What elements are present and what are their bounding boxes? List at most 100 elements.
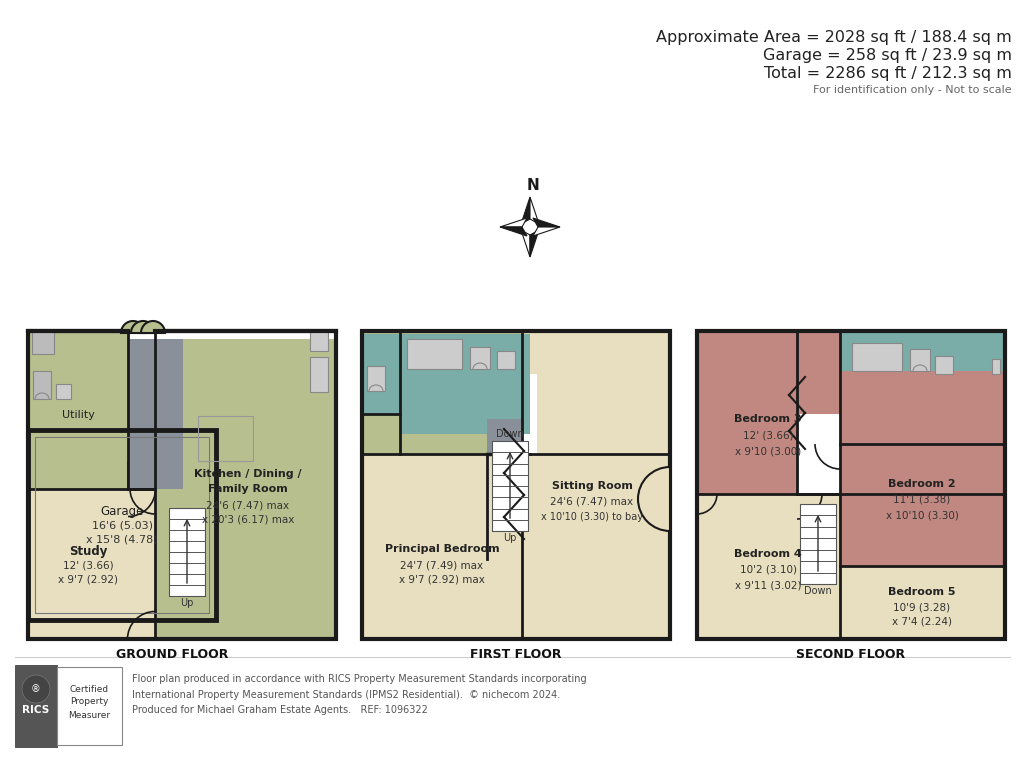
Bar: [35, 437, 209, 613]
Bar: [852, 343, 902, 371]
Bar: [57, 667, 122, 745]
Text: x 9'10 (3.00): x 9'10 (3.00): [735, 446, 801, 456]
Bar: [800, 504, 836, 584]
Bar: [28, 331, 336, 639]
Bar: [400, 334, 530, 434]
Text: Kitchen / Dining /: Kitchen / Dining /: [195, 469, 302, 479]
Text: Total = 2286 sq ft / 212.3 sq m: Total = 2286 sq ft / 212.3 sq m: [764, 66, 1012, 81]
Text: 11'1 (3.38): 11'1 (3.38): [893, 495, 950, 505]
Bar: [28, 331, 128, 489]
Text: x 20'3 (6.17) max: x 20'3 (6.17) max: [202, 515, 294, 525]
Text: Produced for Michael Graham Estate Agents.   REF: 1096322: Produced for Michael Graham Estate Agent…: [132, 705, 428, 715]
Text: Bedroom 2: Bedroom 2: [888, 479, 955, 489]
Bar: [840, 566, 1005, 639]
Text: x 10'10 (3.30): x 10'10 (3.30): [886, 510, 958, 520]
Polygon shape: [500, 227, 527, 236]
Circle shape: [22, 675, 50, 703]
Bar: [56, 384, 71, 399]
Bar: [128, 339, 183, 489]
Polygon shape: [500, 218, 527, 227]
Text: 24'7 (7.49) max: 24'7 (7.49) max: [400, 560, 483, 570]
Text: ®: ®: [31, 684, 41, 694]
Bar: [935, 356, 953, 374]
Bar: [797, 414, 840, 494]
Text: x 7'4 (2.24): x 7'4 (2.24): [892, 617, 952, 627]
Bar: [487, 374, 537, 454]
Text: Bedroom 5: Bedroom 5: [888, 587, 955, 597]
Wedge shape: [131, 321, 155, 333]
Polygon shape: [530, 230, 539, 257]
Text: Family Room: Family Room: [208, 484, 288, 494]
Text: Down: Down: [804, 586, 831, 596]
Bar: [492, 441, 528, 531]
Text: Property: Property: [70, 697, 109, 706]
Bar: [840, 371, 1005, 566]
Bar: [840, 331, 1005, 444]
Bar: [697, 331, 840, 494]
Text: Principal Bedroom: Principal Bedroom: [385, 544, 500, 554]
Text: For identification only - Not to scale: For identification only - Not to scale: [813, 85, 1012, 95]
Bar: [310, 357, 328, 392]
Bar: [198, 416, 253, 461]
Text: RICS: RICS: [23, 705, 49, 715]
Polygon shape: [534, 218, 560, 227]
Bar: [992, 359, 1000, 374]
Bar: [33, 371, 51, 399]
Bar: [697, 494, 840, 639]
Text: Utility: Utility: [61, 410, 94, 420]
Polygon shape: [534, 227, 560, 236]
Text: 24'6 (7.47) max: 24'6 (7.47) max: [551, 497, 634, 507]
Text: x 9'11 (3.02): x 9'11 (3.02): [735, 580, 801, 590]
Text: Up: Up: [504, 533, 517, 543]
Text: Down: Down: [496, 429, 524, 439]
Text: Study: Study: [69, 544, 108, 557]
Bar: [28, 430, 216, 620]
Text: N: N: [526, 178, 540, 193]
Bar: [32, 332, 54, 354]
Bar: [362, 331, 670, 639]
Text: Up: Up: [180, 598, 194, 608]
Text: Bedroom 3: Bedroom 3: [734, 414, 802, 424]
Text: International Property Measurement Standards (IPMS2 Residential).  © nichecom 20: International Property Measurement Stand…: [132, 690, 560, 700]
Bar: [28, 489, 155, 639]
Text: x 10'10 (3.30) to bay: x 10'10 (3.30) to bay: [541, 512, 643, 522]
Polygon shape: [521, 230, 530, 257]
Bar: [522, 331, 670, 559]
Bar: [28, 430, 216, 620]
Bar: [310, 331, 328, 351]
Bar: [155, 339, 336, 639]
Wedge shape: [121, 321, 145, 333]
Bar: [910, 349, 930, 371]
Text: Measurer: Measurer: [68, 711, 110, 719]
Text: SECOND FLOOR: SECOND FLOOR: [797, 649, 905, 662]
Text: 12' (3.66): 12' (3.66): [62, 561, 114, 571]
Text: Floor plan produced in accordance with RICS Property Measurement Standards incor: Floor plan produced in accordance with R…: [132, 674, 587, 684]
Bar: [697, 331, 1005, 639]
Text: 24'6 (7.47) max: 24'6 (7.47) max: [207, 500, 290, 510]
Wedge shape: [638, 467, 670, 531]
Polygon shape: [521, 197, 530, 224]
Text: 16'6 (5.03): 16'6 (5.03): [91, 520, 153, 530]
Text: Sitting Room: Sitting Room: [552, 481, 633, 491]
Bar: [407, 339, 462, 369]
Bar: [367, 366, 385, 391]
Bar: [169, 508, 205, 596]
Text: 10'9 (3.28): 10'9 (3.28): [893, 602, 950, 612]
Polygon shape: [530, 197, 539, 224]
Bar: [362, 454, 670, 639]
Text: Certified: Certified: [70, 684, 109, 693]
Text: 12' (3.66): 12' (3.66): [742, 430, 794, 440]
Wedge shape: [141, 321, 165, 333]
Bar: [15, 665, 57, 747]
Text: Garage: Garage: [100, 504, 143, 518]
Bar: [362, 331, 670, 454]
Text: 10'2 (3.10): 10'2 (3.10): [739, 565, 797, 575]
Text: Approximate Area = 2028 sq ft / 188.4 sq m: Approximate Area = 2028 sq ft / 188.4 sq…: [656, 30, 1012, 45]
Text: x 15'8 (4.78): x 15'8 (4.78): [86, 534, 158, 544]
Text: x 9'7 (2.92) max: x 9'7 (2.92) max: [399, 575, 485, 585]
Bar: [470, 347, 490, 369]
Bar: [497, 351, 515, 369]
Text: FIRST FLOOR: FIRST FLOOR: [470, 649, 562, 662]
Bar: [487, 419, 522, 454]
Text: GROUND FLOOR: GROUND FLOOR: [116, 649, 228, 662]
